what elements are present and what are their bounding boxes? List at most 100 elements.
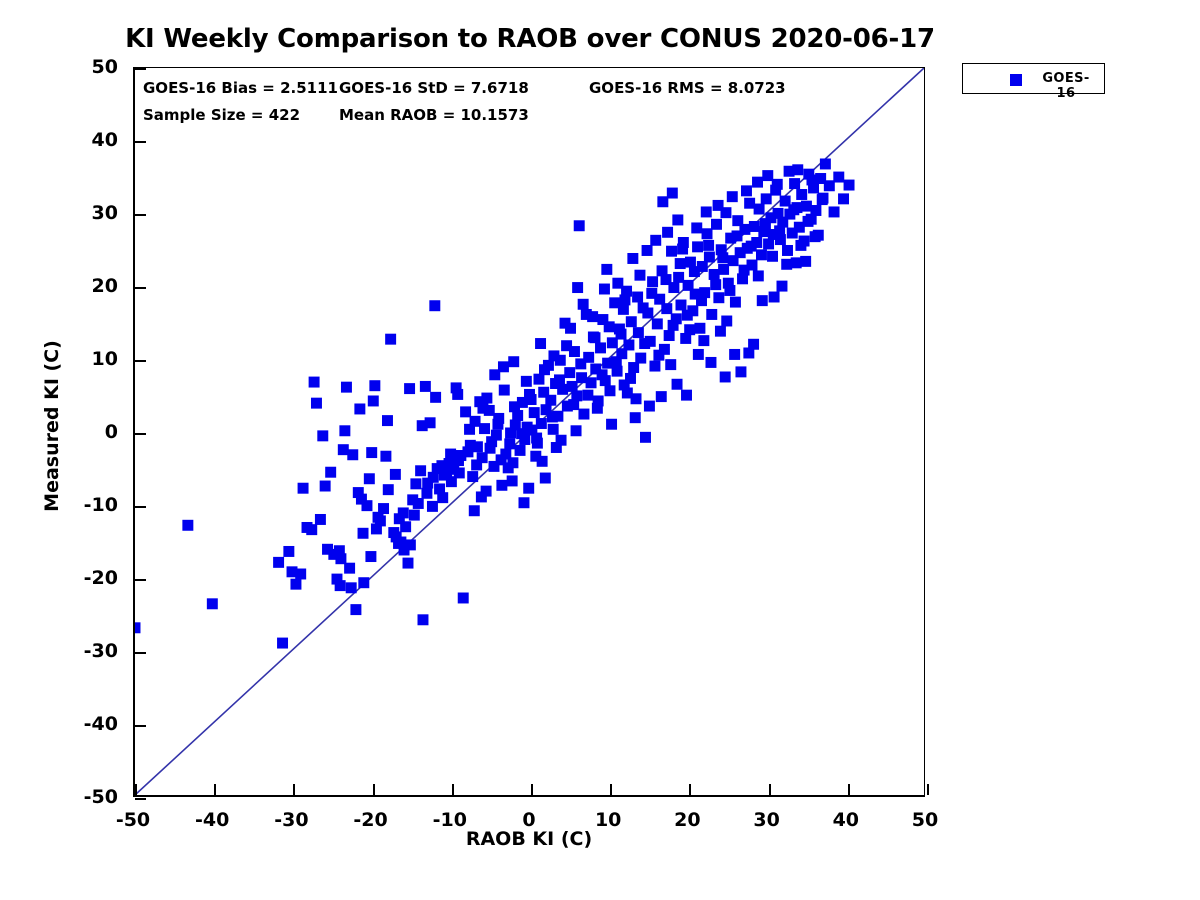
scatter-point (295, 568, 307, 580)
x-tick (451, 784, 454, 795)
scatter-point (484, 442, 496, 454)
scatter-point (616, 348, 628, 360)
scatter-point (662, 226, 674, 238)
scatter-point (795, 239, 807, 251)
scatter-point (808, 182, 820, 194)
scatter-point (665, 359, 677, 371)
scatter-point (516, 428, 528, 440)
scatter-point (651, 318, 663, 330)
scatter-point (331, 573, 343, 585)
scatter-point (815, 173, 827, 184)
scatter-point (380, 450, 392, 462)
scatter-point (417, 614, 429, 626)
scatter-point (724, 284, 736, 296)
scatter-point (666, 187, 678, 199)
scatter-point (606, 418, 618, 430)
scatter-point (525, 394, 537, 405)
scatter-point (748, 221, 760, 232)
scatter-point (711, 218, 722, 230)
y-tick-label: 0 (104, 421, 118, 443)
scatter-point (731, 230, 743, 242)
scatter-point (335, 553, 347, 565)
scatter-point (557, 383, 569, 395)
scatter-point (334, 580, 346, 592)
scatter-point (838, 193, 850, 205)
scatter-point (520, 375, 532, 387)
scatter-point (566, 380, 578, 392)
scatter-point (643, 400, 655, 412)
scatter-point (434, 483, 446, 495)
scatter-plot-canvas (135, 68, 924, 795)
scatter-point (591, 402, 603, 414)
scatter-point (777, 216, 789, 228)
scatter-point (395, 536, 407, 548)
scatter-point (635, 352, 647, 364)
scatter-point (706, 308, 718, 320)
scatter-point (758, 226, 770, 238)
scatter-point (498, 384, 510, 396)
scatter-point (354, 403, 366, 415)
x-tick (531, 784, 533, 795)
scatter-point (625, 372, 636, 384)
scatter-point (539, 364, 550, 376)
scatter-point (443, 458, 455, 469)
scatter-point (350, 604, 362, 616)
scatter-point (489, 369, 501, 381)
scatter-point (727, 255, 739, 267)
stat-sample_size: Sample Size = 422 (143, 106, 301, 124)
stat-rms: GOES-16 RMS = 8.0723 (589, 79, 786, 97)
scatter-point (671, 378, 683, 390)
scatter-point (748, 338, 760, 350)
scatter-point (505, 427, 517, 439)
scatter-point (535, 418, 547, 429)
scatter-point (500, 448, 512, 460)
scatter-point (488, 460, 500, 472)
scatter-point (539, 472, 551, 484)
scatter-point (333, 545, 345, 557)
scatter-point (571, 390, 583, 402)
scatter-point (725, 232, 737, 244)
scatter-point (530, 450, 542, 462)
scatter-point (628, 362, 640, 374)
scatter-point (509, 419, 521, 431)
scatter-point (646, 287, 658, 299)
scatter-point (306, 524, 318, 536)
scatter-point (345, 582, 357, 594)
scatter-point (627, 252, 639, 264)
scatter-point (590, 363, 602, 375)
scatter-point (480, 485, 492, 497)
scatter-point (722, 277, 734, 289)
x-tick (135, 784, 137, 795)
scatter-point (604, 385, 616, 397)
scatter-point (682, 279, 694, 291)
scatter-point (768, 291, 780, 303)
scatter-point (526, 424, 538, 436)
scatter-point (694, 322, 706, 334)
scatter-point (471, 459, 483, 471)
scatter-point (655, 391, 667, 403)
scatter-point (721, 315, 733, 327)
scatter-point (367, 395, 379, 407)
scatter-point (717, 252, 729, 264)
scatter-point (703, 251, 715, 263)
scatter-point (297, 482, 309, 494)
scatter-point (477, 402, 489, 414)
stat-mean_raob: Mean RAOB = 10.1573 (339, 106, 529, 124)
scatter-point (596, 369, 608, 381)
scatter-point (445, 448, 457, 460)
scatter-point (382, 484, 394, 496)
scatter-point (436, 460, 448, 472)
scatter-point (708, 268, 720, 280)
y-tick-label: -30 (83, 640, 118, 662)
scatter-point (273, 556, 285, 568)
scatter-point (344, 562, 356, 574)
scatter-point (572, 282, 584, 294)
scatter-point (468, 505, 480, 517)
scatter-point (609, 297, 621, 309)
scatter-point (385, 333, 397, 345)
scatter-point (715, 244, 727, 256)
scatter-point (689, 288, 701, 300)
scatter-point (661, 303, 673, 315)
scatter-point (206, 598, 218, 610)
scatter-point (692, 241, 704, 253)
